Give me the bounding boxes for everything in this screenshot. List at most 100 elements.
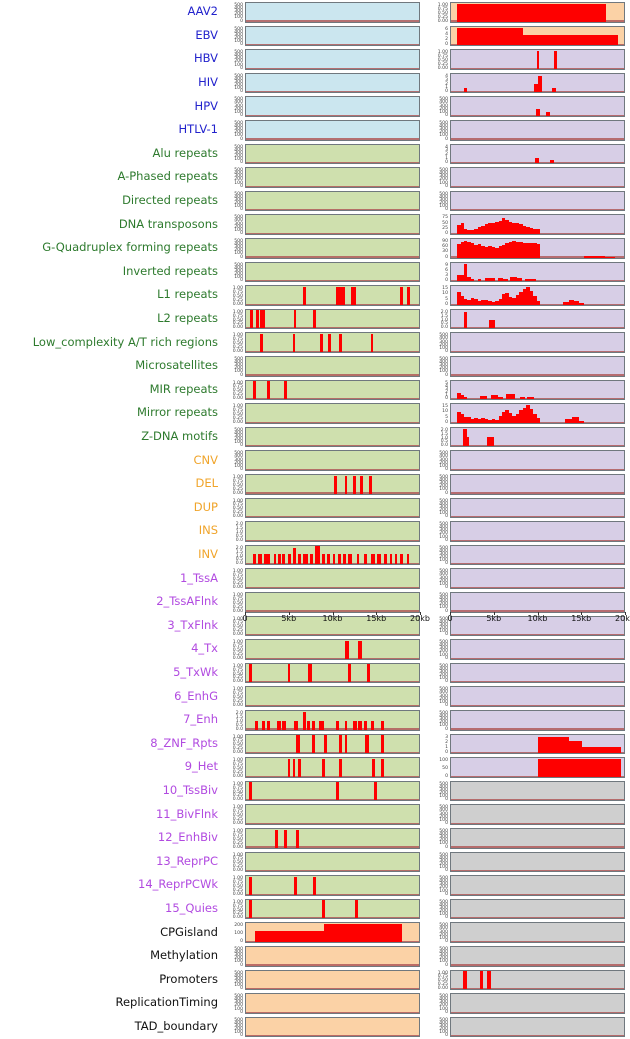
bar — [380, 720, 385, 730]
bar — [463, 298, 468, 305]
ytick-label: 0.5 — [440, 321, 448, 327]
left-yticks-11: 0 100 200 300 400 500 — [220, 262, 244, 283]
ytick-label: 300 — [234, 457, 243, 463]
ytick-label: 400 — [439, 100, 448, 106]
bar — [466, 437, 470, 447]
track-label-cnv: CNV — [193, 452, 219, 467]
bar — [277, 720, 281, 730]
bar — [477, 419, 482, 423]
bar — [348, 554, 352, 565]
bar — [488, 222, 492, 234]
bar — [512, 240, 516, 258]
ytick-label: 0 — [240, 112, 243, 118]
bar — [344, 735, 348, 754]
bar — [460, 414, 464, 423]
track-label-dna-transposons: DNA transposons — [118, 216, 218, 231]
ytick-label: 0 — [240, 938, 243, 944]
bar — [463, 311, 468, 329]
ytick-label: 2.0 — [440, 427, 448, 433]
bar — [254, 720, 259, 730]
ytick-label: 0.0 — [235, 561, 243, 567]
track-label-1-tssa: 1_TssA — [179, 570, 218, 585]
bar — [474, 228, 478, 234]
bar — [460, 223, 464, 234]
bar — [323, 735, 328, 754]
ytick-label: 200 — [234, 201, 243, 207]
x-tick-label: 20kb — [410, 614, 430, 623]
ytick-label: 0 — [240, 160, 243, 166]
bar — [480, 971, 484, 990]
ytick-label: 500 — [234, 191, 243, 197]
ytick-label: 1.00 — [232, 852, 243, 858]
x-tick-mark — [493, 612, 495, 615]
left-track-9 — [245, 214, 420, 235]
bar — [254, 931, 324, 942]
bar — [353, 475, 357, 494]
ytick-label: 15 — [442, 404, 448, 410]
bar — [481, 225, 485, 234]
bar — [484, 247, 489, 258]
ytick-label: 0.50 — [437, 10, 448, 16]
left-yticks-36: 0.00 0.25 0.50 0.75 1.00 — [220, 852, 244, 873]
bar — [365, 735, 369, 754]
bar — [339, 735, 343, 754]
left-track-16 — [245, 379, 420, 401]
ytick-label: 0.0 — [440, 443, 448, 449]
track-label-low-complexity-a-t-rich-regions: Low_complexity A/T rich regions — [32, 334, 218, 349]
track-label-l2-repeats: L2 repeats — [157, 311, 218, 326]
ytick-label: 0 — [240, 230, 243, 236]
bar — [303, 711, 306, 730]
left-track-22 — [245, 521, 420, 542]
left-yticks-41: 0 100 200 300 400 500 — [220, 970, 244, 991]
left-track-35 — [245, 828, 420, 849]
ytick-label: 400 — [234, 194, 243, 200]
bar — [292, 548, 297, 565]
left-track-18 — [245, 426, 420, 448]
bar — [563, 302, 569, 305]
ytick-label: 500 — [439, 121, 448, 126]
right-yticks-27: 0 100 200 300 400 500 — [425, 639, 449, 661]
ytick-label: 300 — [439, 339, 448, 345]
ytick-label: 200 — [234, 106, 243, 112]
ytick-label: 100 — [234, 931, 243, 937]
ytick-label: 0.50 — [232, 506, 243, 512]
right-track-21 — [450, 497, 625, 519]
ytick-label: 400 — [234, 147, 243, 153]
track-label-7-enh: 7_Enh — [183, 712, 218, 727]
left-yticks-38: 0.00 0.25 0.50 0.75 1.00 — [220, 899, 244, 920]
ytick-label: 0 — [445, 466, 448, 472]
bar — [339, 758, 343, 777]
baseline — [451, 138, 624, 140]
bar — [354, 900, 358, 919]
bar — [372, 758, 376, 777]
x-tick-label: 10kb — [527, 614, 548, 623]
bar — [526, 243, 530, 258]
bar — [282, 554, 285, 565]
bar — [297, 758, 301, 777]
bar — [491, 301, 496, 305]
ytick-label: 2 — [445, 81, 448, 87]
ytick-label: 500 — [439, 994, 448, 1000]
bar — [508, 296, 513, 305]
baseline — [451, 917, 624, 919]
bar — [477, 300, 482, 305]
ytick-label: 1.00 — [232, 876, 243, 882]
track-label-dup: DUP — [193, 499, 218, 514]
right-yticks-21: 0 100 200 300 400 500 — [425, 498, 449, 519]
ytick-label: 0.75 — [232, 478, 243, 484]
bar — [477, 244, 482, 258]
bar — [322, 900, 325, 919]
bar — [533, 413, 537, 423]
bar — [308, 664, 312, 683]
baseline — [246, 1011, 419, 1013]
left-track-30 — [245, 710, 420, 731]
right-track-23 — [450, 544, 625, 566]
bar — [344, 475, 348, 494]
right-yticks-43: 0 100 200 300 400 500 — [425, 1017, 449, 1038]
ytick-label: 1.0 — [235, 553, 243, 559]
ytick-label: 4 — [445, 383, 448, 389]
bar — [536, 50, 540, 69]
ytick-label: 300 — [234, 363, 243, 369]
